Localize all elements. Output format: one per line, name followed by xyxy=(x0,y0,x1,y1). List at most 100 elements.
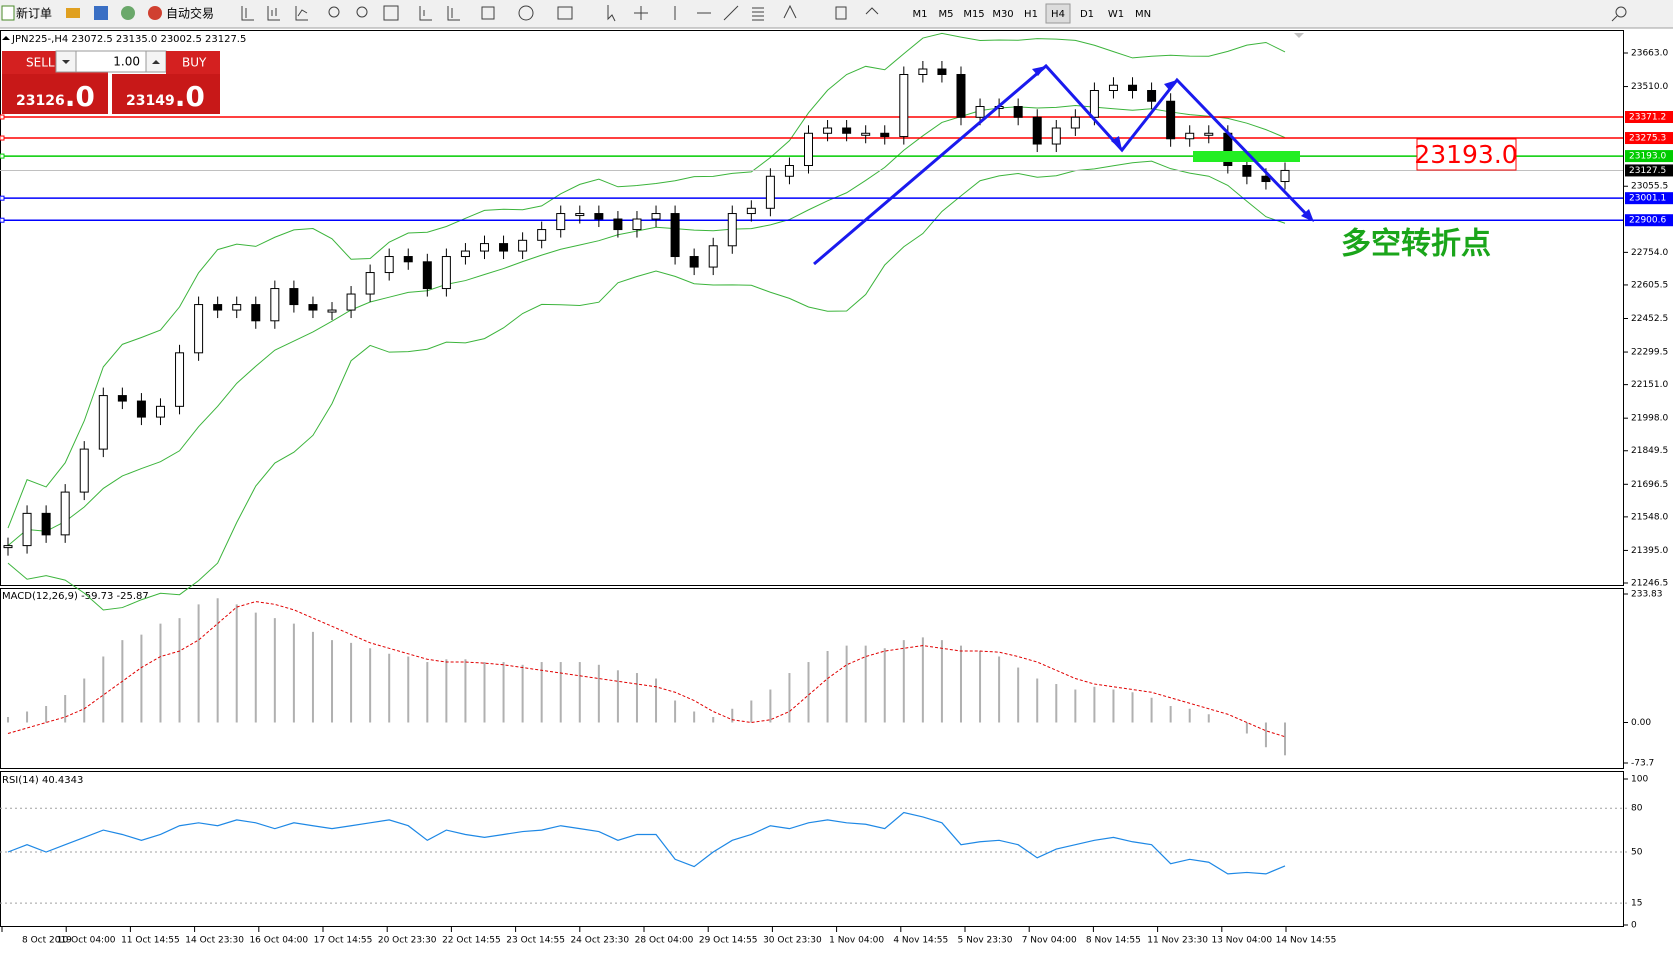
time-label: 28 Oct 04:00 xyxy=(635,936,694,946)
auto-trading-icon[interactable] xyxy=(148,6,162,20)
price-tick-label: 21696.5 xyxy=(1631,480,1668,490)
time-label: 10 Oct 04:00 xyxy=(57,936,116,946)
candle xyxy=(1280,169,1290,183)
time-label: 5 Nov 23:30 xyxy=(958,936,1013,946)
text-icon[interactable] xyxy=(783,4,797,19)
new-order-icon[interactable] xyxy=(1,5,15,21)
level-label-box xyxy=(1625,110,1673,123)
ask-price[interactable]: 23149.0 xyxy=(126,80,205,113)
price-tick-label: 22299.5 xyxy=(1631,348,1668,358)
price-tick-label: 23663.0 xyxy=(1631,49,1668,59)
candle xyxy=(746,207,756,215)
chart-bar-icon[interactable] xyxy=(241,6,254,21)
candle xyxy=(308,304,318,311)
zoom-out-icon[interactable] xyxy=(356,6,368,18)
candle xyxy=(1185,132,1195,140)
candle xyxy=(784,165,794,177)
chart-candle-icon[interactable] xyxy=(267,6,280,21)
current-price-label: 23127.5 xyxy=(1629,166,1666,176)
new-order-button[interactable]: 新订单 xyxy=(16,6,52,21)
zoom-in-icon[interactable] xyxy=(328,6,340,18)
cursor-icon[interactable] xyxy=(607,5,616,22)
candle xyxy=(384,256,394,274)
buy-price-box[interactable] xyxy=(112,74,220,114)
candle xyxy=(232,304,242,311)
timeframe-buttons: M1 M5 M15 M30 H1 H4 D1 W1 MN xyxy=(913,3,1151,24)
time-label: 14 Nov 14:55 xyxy=(1276,936,1337,946)
candle xyxy=(327,309,337,313)
scroll-marker xyxy=(1294,33,1304,38)
candle xyxy=(403,256,413,263)
candle xyxy=(899,73,909,138)
arrow-heads xyxy=(1032,66,1314,222)
bid-price[interactable]: 23126.0 xyxy=(16,80,95,113)
rsi-tick-label: 80 xyxy=(1631,804,1643,814)
candle xyxy=(1051,127,1061,145)
timeframe-button[interactable]: M1 xyxy=(913,9,928,20)
candle xyxy=(22,512,32,547)
sell-label[interactable]: SELL xyxy=(26,56,55,70)
candle xyxy=(708,245,718,268)
arrows-icon[interactable] xyxy=(865,7,879,15)
chart-line-icon[interactable] xyxy=(295,6,308,21)
candle xyxy=(422,261,432,290)
sell-price-box[interactable] xyxy=(2,74,108,114)
toolbar-icon[interactable] xyxy=(94,6,108,20)
timeframe-button[interactable]: D1 xyxy=(1080,9,1094,20)
buy-label[interactable]: BUY xyxy=(182,56,207,70)
timeframe-button[interactable]: M30 xyxy=(992,9,1013,20)
toolbar-icon[interactable] xyxy=(121,6,135,20)
level-label: 22900.6 xyxy=(1629,216,1666,226)
timeframe-button[interactable]: M5 xyxy=(939,9,954,20)
level-label-box xyxy=(1625,214,1673,227)
autoscroll-icon[interactable] xyxy=(419,6,432,21)
candle xyxy=(365,272,375,295)
timeframe-button[interactable]: H1 xyxy=(1024,9,1038,20)
shift-icon[interactable] xyxy=(447,6,460,21)
crosshair-icon[interactable] xyxy=(634,6,648,20)
candle xyxy=(765,175,775,209)
price-callout: 23193.0 xyxy=(1414,140,1517,169)
candle xyxy=(727,213,737,247)
search-icon-handle[interactable] xyxy=(1611,15,1618,22)
candle xyxy=(975,106,985,118)
templates-icon[interactable] xyxy=(557,6,573,20)
time-label: 1 Nov 04:00 xyxy=(829,936,884,946)
candle xyxy=(499,243,509,252)
price-tick-label: 21998.0 xyxy=(1631,414,1668,424)
indicators-icon[interactable] xyxy=(481,6,495,20)
level-marker xyxy=(0,135,5,141)
candle xyxy=(613,218,623,231)
candle xyxy=(937,68,947,75)
candle xyxy=(1089,90,1099,118)
macd-signal xyxy=(7,601,1286,738)
timeframe-button[interactable]: MN xyxy=(1135,9,1151,20)
trendline-icon[interactable] xyxy=(723,5,739,21)
timeframe-button[interactable]: M15 xyxy=(963,9,984,20)
price-tick-label: 22754.0 xyxy=(1631,248,1668,258)
timeframe-button[interactable]: W1 xyxy=(1108,9,1124,20)
fibo-icon[interactable] xyxy=(752,7,764,21)
macd-tick-label: 0.00 xyxy=(1631,718,1651,728)
time-label: 4 Nov 14:55 xyxy=(893,936,948,946)
buy-button[interactable] xyxy=(166,51,220,74)
toolbar-icon[interactable] xyxy=(66,8,80,18)
periods-icon[interactable] xyxy=(518,5,534,21)
auto-trading-button[interactable]: 自动交易 xyxy=(166,6,214,21)
candle xyxy=(479,243,489,252)
candle xyxy=(98,395,108,450)
label-icon[interactable] xyxy=(835,6,847,20)
price-tick-label: 21395.0 xyxy=(1631,546,1668,556)
macd-tick-label: 233.83 xyxy=(1631,590,1663,600)
rsi-tick-label: 15 xyxy=(1631,899,1642,909)
timeframe-button[interactable]: H4 xyxy=(1051,9,1065,20)
search-icon[interactable] xyxy=(1615,6,1627,18)
candle xyxy=(213,304,223,311)
rsi-tick-label: 50 xyxy=(1631,848,1643,858)
tile-icon[interactable] xyxy=(383,5,399,21)
candle xyxy=(632,218,642,231)
candle xyxy=(1261,175,1271,183)
lot-value[interactable]: 1.00 xyxy=(113,55,140,69)
candle xyxy=(518,239,528,252)
level-marker xyxy=(0,114,5,120)
